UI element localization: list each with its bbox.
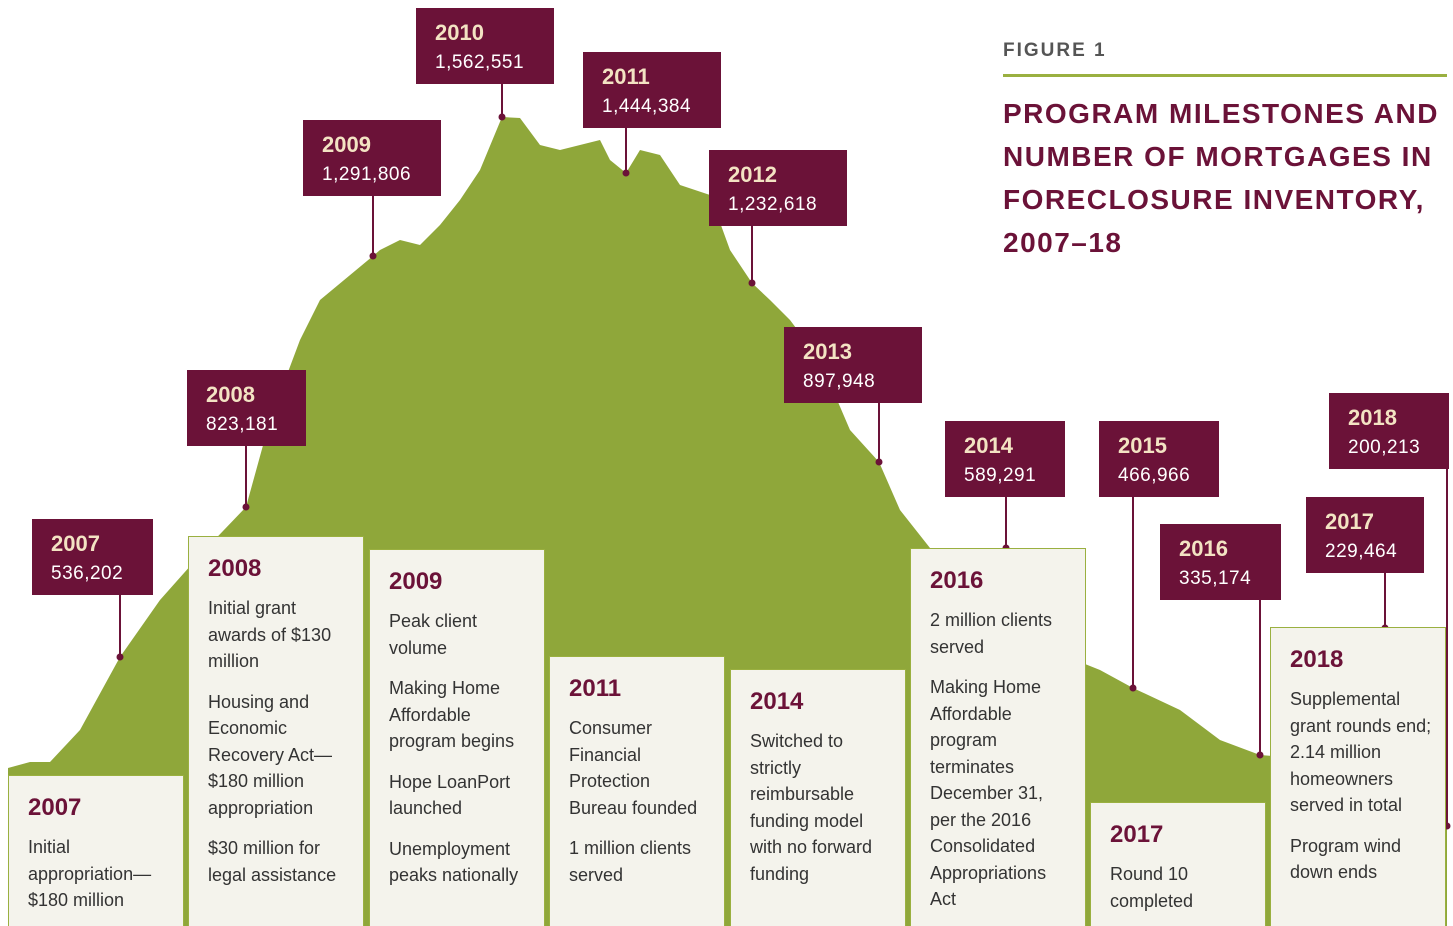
- milestone-text: Hope LoanPort launched: [389, 771, 511, 819]
- milestone-text: Supplemental grant rounds end; 2.14 mill…: [1290, 689, 1432, 815]
- callout: 2007 536,202: [32, 519, 153, 595]
- milestone-year: 2009: [389, 568, 443, 595]
- callout: 2013 897,948: [784, 327, 922, 403]
- title-line: NUMBER OF MORTGAGES IN: [1003, 141, 1433, 172]
- milestone-text: 2 million clients served: [930, 610, 1053, 657]
- callout-year: 2007: [51, 531, 100, 556]
- callout: 2011 1,444,384: [583, 52, 721, 128]
- milestone-box: 2008 Initial grant awards of $130 million…: [188, 536, 364, 926]
- milestone-text: $30 million for legal assistance: [208, 838, 337, 885]
- milestone-text: Making Home Affordable program begins: [389, 678, 515, 751]
- callout-year: 2015: [1118, 433, 1167, 458]
- title: PROGRAM MILESTONES AND NUMBER OF MORTGAGE…: [1003, 92, 1439, 264]
- milestone-box: 2009 Peak client volume Making Home Afford…: [369, 549, 545, 926]
- callout-year: 2009: [322, 132, 371, 157]
- callout-year: 2014: [964, 433, 1013, 458]
- milestone-text: Making Home Affordable program terminate…: [930, 677, 1047, 909]
- milestone-text: Unemployment peaks nationally: [389, 838, 519, 886]
- milestone-box: 2011 Consumer Financial Protection Bureau…: [549, 656, 725, 926]
- milestone-text: Switched to strictly reimbursable fundin…: [750, 731, 873, 884]
- milestone-box: 2018 Supplemental grant rounds end; 2.14 …: [1270, 627, 1446, 926]
- callout-value: 897,948: [803, 371, 876, 392]
- callout-value: 1,291,806: [322, 164, 412, 185]
- milestone-text: Peak client volume: [389, 611, 478, 658]
- callout-year: 2010: [435, 20, 484, 45]
- leader-dot: [242, 503, 250, 511]
- milestone-box: 2007 Initial appropriation—$180 million: [8, 775, 184, 926]
- leader-dot: [748, 279, 756, 287]
- milestone-text: Program wind down ends: [1290, 835, 1402, 883]
- title-line: FORECLOSURE INVENTORY,: [1003, 184, 1425, 215]
- callout: 2012 1,232,618: [709, 150, 847, 226]
- rule: [1003, 74, 1447, 77]
- callout-value: 589,291: [964, 465, 1037, 486]
- callout-value: 229,464: [1325, 541, 1398, 562]
- callout-value: 823,181: [206, 414, 279, 435]
- callout: 2010 1,562,551: [416, 8, 554, 84]
- leader-dot: [622, 169, 630, 177]
- callout-year: 2016: [1179, 536, 1228, 561]
- figure-label: FIGURE 1: [1003, 40, 1107, 61]
- callout-value: 1,444,384: [602, 96, 692, 117]
- title-line: PROGRAM MILESTONES AND: [1003, 98, 1439, 129]
- milestone-year: 2008: [208, 555, 262, 582]
- milestone-text: Initial grant awards of $130 million: [208, 598, 332, 671]
- leader-dot: [498, 113, 506, 121]
- milestone-year: 2011: [569, 675, 622, 702]
- callout-value: 200,213: [1348, 437, 1421, 458]
- milestone-year: 2016: [930, 567, 984, 594]
- milestone-year: 2017: [1110, 821, 1164, 848]
- milestone-box: 2016 2 million clients served Making Home …: [910, 548, 1086, 926]
- leader-dot: [369, 252, 377, 260]
- leader-dot: [1256, 751, 1264, 759]
- milestone-year: 2018: [1290, 646, 1344, 673]
- milestone-text: Round 10 completed: [1110, 864, 1194, 911]
- callout: 2017 229,464: [1306, 497, 1424, 573]
- callout-year: 2011: [602, 64, 650, 89]
- callout-value: 1,562,551: [435, 52, 525, 73]
- callout: 2016 335,174: [1160, 524, 1281, 600]
- milestone-box: 2014 Switched to strictly reimbursable fu…: [730, 669, 906, 926]
- milestone-text: Initial appropriation—$180 million: [28, 837, 152, 910]
- callout-year: 2017: [1325, 509, 1374, 534]
- leader-dot: [116, 653, 124, 661]
- callout-year: 2013: [803, 339, 852, 364]
- milestone-box: 2017 Round 10 completed: [1090, 802, 1266, 926]
- milestone-text: Consumer Financial Protection Bureau fou…: [569, 718, 698, 818]
- callout-value: 1,232,618: [728, 194, 818, 215]
- foreclosure-area: [8, 117, 1447, 926]
- milestone-year: 2014: [750, 688, 804, 715]
- title-line: 2007–18: [1003, 227, 1123, 258]
- callout: 2008 823,181: [187, 370, 306, 446]
- callout: 2014 589,291: [945, 421, 1065, 497]
- milestone-text: Housing and Economic Recovery Act—$180 m…: [208, 691, 333, 818]
- callout-value: 536,202: [51, 563, 124, 584]
- callout-value: 466,966: [1118, 465, 1191, 486]
- callout: 2015 466,966: [1099, 421, 1219, 497]
- leader-dot: [1129, 684, 1137, 692]
- callout-year: 2008: [206, 382, 255, 407]
- callout-year: 2012: [728, 162, 777, 187]
- milestone-year: 2007: [28, 794, 82, 821]
- callout-year: 2018: [1348, 405, 1397, 430]
- callout-value: 335,174: [1179, 568, 1252, 589]
- milestone-text: 1 million clients served: [569, 838, 692, 885]
- leader-dot: [875, 458, 883, 466]
- callout: 2018 200,213: [1329, 393, 1449, 469]
- callout: 2009 1,291,806: [303, 120, 441, 196]
